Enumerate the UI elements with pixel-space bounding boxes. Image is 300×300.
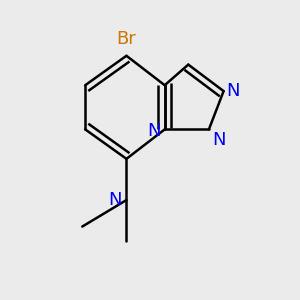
Text: N: N xyxy=(212,131,225,149)
Text: Br: Br xyxy=(117,30,136,48)
Text: N: N xyxy=(109,191,122,209)
Text: N: N xyxy=(226,82,240,100)
Text: N: N xyxy=(147,122,160,140)
